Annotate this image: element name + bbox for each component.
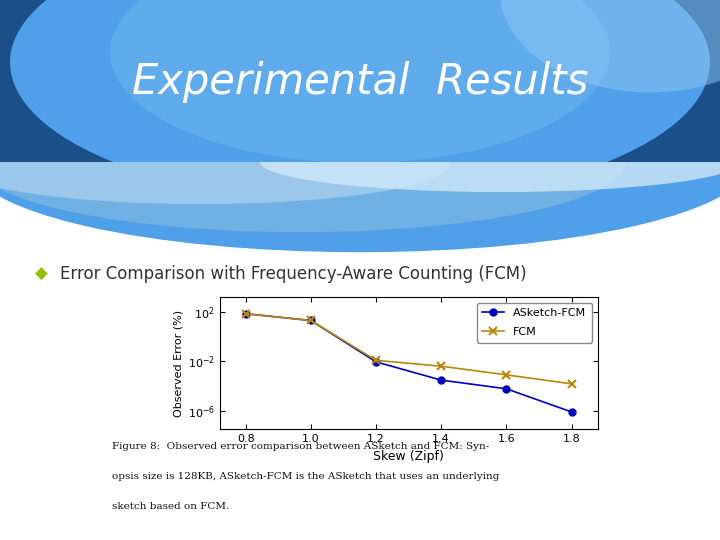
Y-axis label: Observed Error (%): Observed Error (%) bbox=[174, 309, 184, 417]
Ellipse shape bbox=[260, 132, 720, 192]
Text: sketch based on FCM.: sketch based on FCM. bbox=[112, 502, 229, 511]
ASketch-FCM bbox=[502, 386, 510, 392]
Ellipse shape bbox=[110, 0, 610, 163]
FCM bbox=[372, 357, 380, 363]
Ellipse shape bbox=[0, 124, 450, 204]
Text: Figure 8:  Observed error comparison between ASketch and FCM: Syn-: Figure 8: Observed error comparison betw… bbox=[112, 442, 489, 451]
ASketch-FCM bbox=[372, 359, 380, 365]
ASketch-FCM bbox=[437, 377, 446, 383]
ASketch-FCM bbox=[307, 317, 315, 323]
Ellipse shape bbox=[0, 72, 720, 252]
FCM bbox=[241, 310, 250, 317]
FCM bbox=[502, 372, 510, 378]
Text: Experimental  Results: Experimental Results bbox=[132, 62, 588, 103]
Legend: ASketch-FCM, FCM: ASketch-FCM, FCM bbox=[477, 302, 592, 342]
Line: ASketch-FCM: ASketch-FCM bbox=[242, 310, 575, 415]
ASketch-FCM bbox=[241, 310, 250, 317]
FCM bbox=[307, 317, 315, 323]
Line: FCM: FCM bbox=[241, 309, 576, 388]
Text: Error Comparison with Frequency-Aware Counting (FCM): Error Comparison with Frequency-Aware Co… bbox=[60, 265, 526, 283]
FCM bbox=[437, 363, 446, 369]
X-axis label: Skew (Zipf): Skew (Zipf) bbox=[373, 450, 444, 463]
Ellipse shape bbox=[0, 92, 625, 232]
Text: ◆: ◆ bbox=[35, 265, 48, 283]
Text: opsis size is 128KB, ASketch-FCM is the ASketch that uses an underlying: opsis size is 128KB, ASketch-FCM is the … bbox=[112, 472, 499, 481]
ASketch-FCM bbox=[567, 409, 576, 415]
Ellipse shape bbox=[500, 0, 720, 92]
FCM bbox=[567, 381, 576, 387]
Ellipse shape bbox=[10, 0, 710, 203]
